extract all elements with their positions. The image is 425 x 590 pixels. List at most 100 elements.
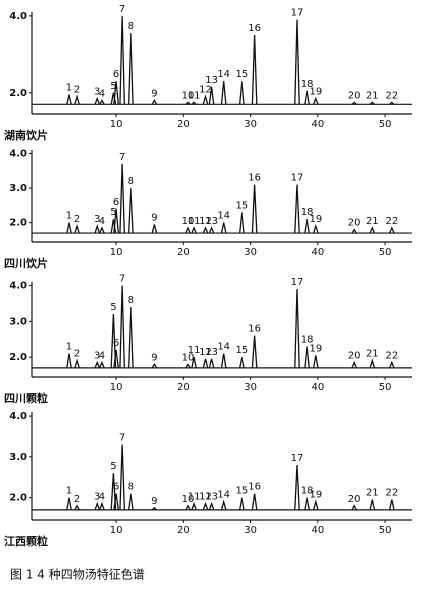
peak-label: 20 — [348, 494, 361, 505]
peak — [389, 360, 395, 369]
peak-label: 14 — [217, 490, 230, 501]
peak-label: 16 — [248, 173, 261, 184]
peak-label: 16 — [248, 23, 261, 34]
peak — [74, 358, 80, 369]
peak — [74, 94, 80, 105]
peak-label: 6 — [113, 197, 119, 208]
peak-label: 16 — [248, 482, 261, 493]
peak-label: 18 — [301, 486, 314, 497]
peak — [128, 493, 134, 510]
peak-label: 9 — [151, 212, 157, 223]
y-tick-label: 4.0 — [9, 11, 27, 22]
peak-label: 11 — [188, 90, 201, 101]
peak-label: 4 — [99, 492, 105, 503]
peak — [110, 473, 117, 510]
peak-label: 22 — [385, 90, 398, 101]
panel-title: 四川饮片 — [4, 256, 48, 270]
peak-label: 2 — [74, 214, 80, 225]
peak-label: 5 — [110, 207, 116, 218]
peak — [208, 358, 215, 369]
peak-label: 11 — [188, 216, 201, 227]
peak — [66, 353, 72, 368]
peak-label: 4 — [99, 88, 105, 99]
y-tick-label: 3.0 — [9, 452, 27, 463]
peak — [185, 101, 191, 105]
peak-label: 8 — [128, 482, 134, 493]
peak-label: 6 — [113, 482, 119, 493]
x-tick-label: 20 — [177, 119, 190, 130]
peak-label: 7 — [119, 274, 125, 285]
peak-label: 21 — [366, 216, 379, 227]
peak-label: 15 — [235, 69, 248, 80]
x-tick-label: 20 — [177, 247, 190, 258]
peak-label: 3 — [94, 214, 100, 225]
peak-label: 3 — [94, 492, 100, 503]
peak — [128, 188, 134, 234]
peak-label: 13 — [205, 75, 218, 86]
x-tick-label: 30 — [244, 382, 257, 393]
peak — [251, 493, 258, 510]
peak-label: 2 — [74, 349, 80, 360]
peak-label: 4 — [99, 350, 105, 361]
peak-label: 11 — [188, 345, 201, 356]
peak — [304, 90, 310, 105]
peak — [239, 497, 245, 510]
peak — [369, 499, 376, 510]
peak — [239, 356, 245, 368]
peak-label: 8 — [128, 176, 134, 187]
peak-label: 15 — [235, 486, 248, 497]
peak — [369, 101, 375, 105]
y-tick-label: 3.0 — [9, 316, 27, 327]
peak-label: 1 — [66, 83, 72, 94]
peak — [94, 501, 101, 511]
x-tick-label: 10 — [110, 247, 123, 258]
peak-label: 8 — [128, 21, 134, 32]
peak — [369, 226, 376, 234]
peak — [202, 358, 209, 369]
peak-label: 11 — [188, 492, 201, 503]
x-tick-label: 20 — [177, 382, 190, 393]
peak-label: 20 — [348, 350, 361, 361]
peak — [99, 360, 105, 369]
peak-label: 5 — [110, 81, 116, 92]
peak-label: 12 — [199, 492, 212, 503]
peak — [202, 501, 209, 511]
peak-label: 9 — [151, 496, 157, 507]
panel-title: 江西颗粒 — [4, 534, 48, 548]
peak — [220, 499, 227, 511]
peak-label: 13 — [205, 216, 218, 227]
peak-label: 19 — [309, 343, 322, 354]
peak — [185, 226, 191, 234]
peak — [191, 356, 197, 368]
x-tick-label: 30 — [244, 525, 257, 536]
peak — [99, 99, 105, 105]
peak-label: 7 — [119, 4, 125, 15]
peak-label: 20 — [348, 90, 361, 101]
peak — [304, 346, 310, 368]
y-tick-label: 4.0 — [9, 281, 27, 292]
peak — [99, 501, 105, 511]
peak — [151, 224, 158, 234]
peak-label: 9 — [151, 352, 157, 363]
peak-label: 21 — [366, 488, 379, 499]
peak-label: 13 — [205, 492, 218, 503]
panel-title: 湖南饮片 — [4, 128, 48, 142]
peak — [351, 101, 357, 105]
x-tick-label: 30 — [244, 119, 257, 130]
peak-label: 10 — [182, 216, 195, 227]
peak — [74, 504, 80, 511]
peak — [185, 504, 191, 511]
peak-label: 18 — [301, 334, 314, 345]
y-tick-label: 3.0 — [9, 183, 27, 194]
peak-label: 10 — [182, 352, 195, 363]
peak-label: 9 — [151, 88, 157, 99]
peak — [66, 497, 72, 510]
x-tick-label: 20 — [177, 525, 190, 536]
peak-label: 19 — [309, 87, 322, 98]
peak — [251, 35, 258, 105]
peak-label: 12 — [199, 347, 212, 358]
x-tick-label: 40 — [311, 119, 324, 130]
peak-label: 6 — [113, 69, 119, 80]
peak — [99, 226, 105, 234]
